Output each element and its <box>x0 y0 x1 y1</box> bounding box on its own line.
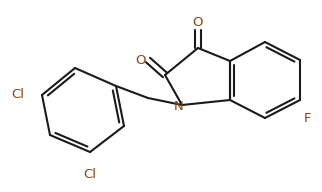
Text: N: N <box>174 100 184 113</box>
Text: O: O <box>193 16 203 28</box>
Text: Cl: Cl <box>12 89 24 102</box>
Text: Cl: Cl <box>83 169 97 181</box>
Text: O: O <box>136 54 146 66</box>
Text: F: F <box>304 112 312 124</box>
